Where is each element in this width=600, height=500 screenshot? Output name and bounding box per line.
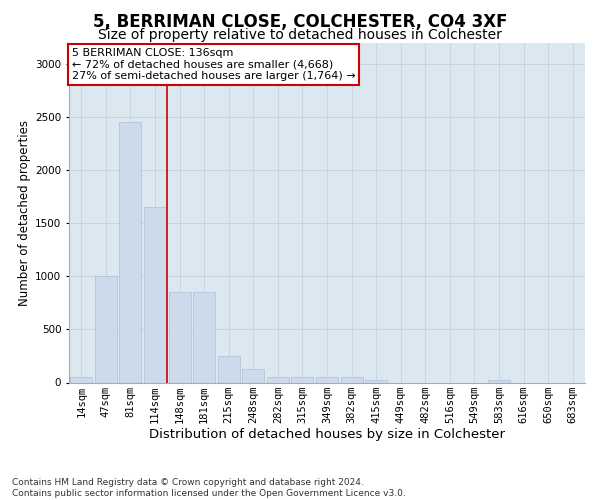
Text: Size of property relative to detached houses in Colchester: Size of property relative to detached ho… bbox=[98, 28, 502, 42]
Bar bbox=[119, 122, 142, 382]
Bar bbox=[242, 369, 265, 382]
Y-axis label: Number of detached properties: Number of detached properties bbox=[18, 120, 31, 306]
Bar bbox=[70, 377, 92, 382]
Bar bbox=[95, 276, 117, 382]
Bar bbox=[218, 356, 240, 382]
Bar bbox=[144, 207, 166, 382]
Text: 5, BERRIMAN CLOSE, COLCHESTER, CO4 3XF: 5, BERRIMAN CLOSE, COLCHESTER, CO4 3XF bbox=[93, 12, 507, 30]
Bar bbox=[292, 377, 313, 382]
Bar bbox=[341, 377, 362, 382]
Bar bbox=[316, 377, 338, 382]
Bar bbox=[365, 380, 387, 382]
Bar bbox=[193, 292, 215, 382]
X-axis label: Distribution of detached houses by size in Colchester: Distribution of detached houses by size … bbox=[149, 428, 505, 442]
Text: Contains HM Land Registry data © Crown copyright and database right 2024.
Contai: Contains HM Land Registry data © Crown c… bbox=[12, 478, 406, 498]
Text: 5 BERRIMAN CLOSE: 136sqm
← 72% of detached houses are smaller (4,668)
27% of sem: 5 BERRIMAN CLOSE: 136sqm ← 72% of detach… bbox=[71, 48, 355, 81]
Bar bbox=[169, 292, 191, 382]
Bar bbox=[267, 377, 289, 382]
Bar bbox=[488, 380, 510, 382]
